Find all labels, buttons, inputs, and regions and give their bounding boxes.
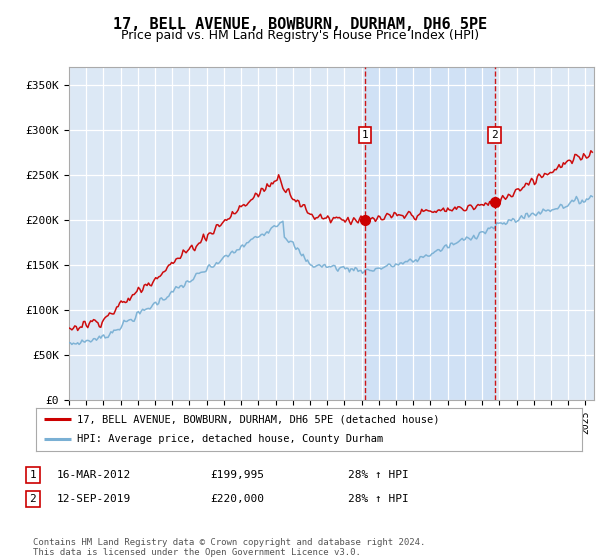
Text: 17, BELL AVENUE, BOWBURN, DURHAM, DH6 5PE (detached house): 17, BELL AVENUE, BOWBURN, DURHAM, DH6 5P… (77, 414, 439, 424)
Text: £199,995: £199,995 (210, 470, 264, 480)
Bar (365, 67, 494, 400)
Text: 28% ↑ HPI: 28% ↑ HPI (348, 470, 409, 480)
Text: 28% ↑ HPI: 28% ↑ HPI (348, 494, 409, 504)
Text: Price paid vs. HM Land Registry's House Price Index (HPI): Price paid vs. HM Land Registry's House … (121, 29, 479, 42)
Text: £220,000: £220,000 (210, 494, 264, 504)
Text: 12-SEP-2019: 12-SEP-2019 (57, 494, 131, 504)
Text: 17, BELL AVENUE, BOWBURN, DURHAM, DH6 5PE: 17, BELL AVENUE, BOWBURN, DURHAM, DH6 5P… (113, 17, 487, 32)
Text: 1: 1 (29, 470, 37, 480)
Text: 16-MAR-2012: 16-MAR-2012 (57, 470, 131, 480)
Text: 2: 2 (29, 494, 37, 504)
Text: HPI: Average price, detached house, County Durham: HPI: Average price, detached house, Coun… (77, 434, 383, 444)
Text: Contains HM Land Registry data © Crown copyright and database right 2024.
This d: Contains HM Land Registry data © Crown c… (33, 538, 425, 557)
Text: 2: 2 (491, 130, 498, 140)
Text: 1: 1 (362, 130, 368, 140)
